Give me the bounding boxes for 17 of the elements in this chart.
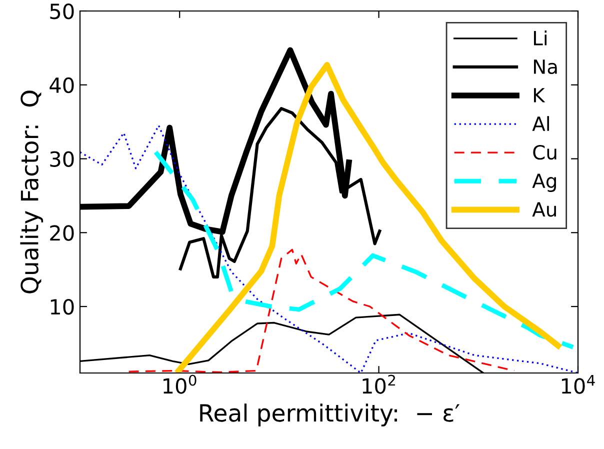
x-tick-label: 10$^{2}$ [362, 374, 395, 394]
legend-label: Au [532, 202, 556, 217]
y-tick-label: 40 [50, 77, 74, 94]
legend-label: Ag [532, 174, 556, 192]
y-axis-title: Quality Factor: Q [20, 90, 44, 294]
legend-label: Cu [533, 144, 556, 160]
legend-label: Al [532, 116, 549, 131]
legend-label: K [534, 88, 546, 102]
y-tick-label: 20 [50, 225, 74, 241]
y-tick-label: 30 [50, 151, 74, 167]
x-tick-label: 10$^{0}$ [164, 374, 196, 394]
y-tick-label: 50 [50, 3, 74, 20]
legend-label: Na [534, 60, 557, 74]
x-axis-title: Real permittivity: − ε′ [200, 404, 460, 426]
y-tick-label: 10 [50, 298, 74, 315]
legend-label: Li [534, 30, 547, 46]
x-tick-label: 10$^{4}$ [562, 374, 595, 394]
